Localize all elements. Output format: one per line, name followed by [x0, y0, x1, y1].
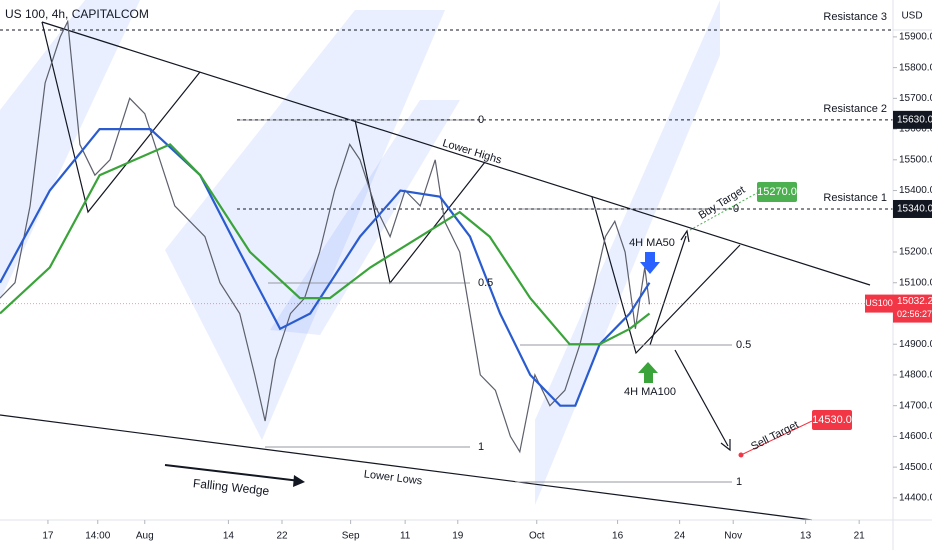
target-value: 15270.0: [757, 186, 797, 198]
x-tick-label: 19: [452, 531, 464, 542]
x-tick-label: 14: [223, 531, 235, 542]
annotation: Falling Wedge: [192, 476, 270, 498]
x-tick-label: 24: [674, 531, 686, 542]
y-tick-label: 15200.0: [899, 247, 932, 258]
labels: US 100, 4h, CAPITALCOM Resistance 3 Resi…: [5, 7, 887, 498]
level-label: 15340.0: [897, 204, 932, 215]
x-tick-label: 16: [612, 531, 624, 542]
arrow-head: [680, 229, 690, 243]
target-line: [740, 420, 813, 456]
channel: [270, 100, 460, 335]
countdown: 02:56:27: [897, 309, 932, 319]
ma100-arrow: [638, 362, 658, 383]
y-tick-label: 14600.0: [899, 431, 932, 442]
arrow: [649, 235, 687, 346]
chart-title: US 100, 4h, CAPITALCOM: [5, 7, 149, 21]
currency: USD: [901, 11, 922, 22]
y-tick-label: 15400.0: [899, 185, 932, 196]
x-tick-label: Nov: [724, 531, 742, 542]
drawings: [0, 21, 893, 521]
x-tick-label: 21: [854, 531, 866, 542]
annotation: Lower Lows: [363, 468, 423, 487]
x-tick-label: 22: [276, 531, 288, 542]
arrow: [674, 349, 729, 447]
last-price-box: [893, 294, 932, 323]
channel: [0, 0, 140, 300]
fib-label: 0: [733, 203, 739, 215]
y-tick-label: 14800.0: [899, 370, 932, 381]
fib-label: 1: [478, 441, 484, 453]
fib-label: 0.5: [478, 277, 493, 289]
trend-line: [41, 21, 871, 286]
target-line: [689, 192, 758, 231]
fib-label: 1: [736, 476, 742, 488]
y-tick-label: 15100.0: [899, 277, 932, 288]
wedge-arrow-head: [293, 475, 305, 487]
target-label: Sell Target: [749, 419, 801, 453]
target-dot: [738, 452, 744, 458]
resistance-label: Resistance 2: [823, 103, 887, 115]
channel: [535, 0, 720, 505]
resistance-label: Resistance 3: [823, 11, 887, 23]
target-box: [757, 182, 797, 202]
x-tick-label: 13: [800, 531, 812, 542]
y-tick-label: 14500.0: [899, 462, 932, 473]
level-box: [893, 110, 932, 129]
triangle: [41, 21, 201, 214]
x-tick-label: Sep: [342, 531, 360, 542]
fib-label: 0.5: [736, 339, 751, 351]
y-tick-label: 15600.0: [899, 124, 932, 135]
ma-label: 4H MA100: [624, 386, 676, 398]
x-tick-label: Oct: [529, 531, 545, 542]
y-tick-label: 15900.0: [899, 32, 932, 43]
ma-label: 4H MA50: [629, 237, 675, 249]
resistance-label: Resistance 1: [823, 192, 887, 204]
x-tick-label: 14:00: [85, 531, 110, 542]
last-price-label: 15032.2: [897, 296, 932, 307]
arrow-head: [720, 439, 731, 452]
y-tick-label: 15700.0: [899, 93, 932, 104]
channels: [0, 0, 720, 505]
wedge-arrow: [164, 464, 301, 482]
level-label: 15630.0: [897, 114, 932, 125]
triangle: [591, 196, 741, 355]
y-tick-label: 14700.0: [899, 400, 932, 411]
channel: [165, 10, 445, 440]
y-tick-label: 14400.0: [899, 493, 932, 504]
x-tick-label: 11: [400, 531, 411, 542]
target-value: 14530.0: [812, 414, 852, 426]
trend-line: [0, 414, 813, 521]
price-line: [0, 19, 651, 454]
level-box: [893, 199, 932, 218]
x-tick-label: 17: [42, 531, 54, 542]
y-tick-label: 15800.0: [899, 62, 932, 73]
y-tick-label: 14900.0: [899, 339, 932, 350]
x-tick-label: Aug: [136, 531, 154, 542]
ma-line: [0, 143, 651, 346]
series: [0, 19, 893, 454]
ma-line: [0, 128, 651, 407]
y-tick-label: 15500.0: [899, 154, 932, 165]
symbol-box: [865, 294, 893, 313]
symbol-label: US100: [865, 298, 893, 308]
ma50-arrow: [640, 252, 660, 274]
fib-label: 0: [478, 114, 484, 126]
target-box: [812, 410, 852, 430]
